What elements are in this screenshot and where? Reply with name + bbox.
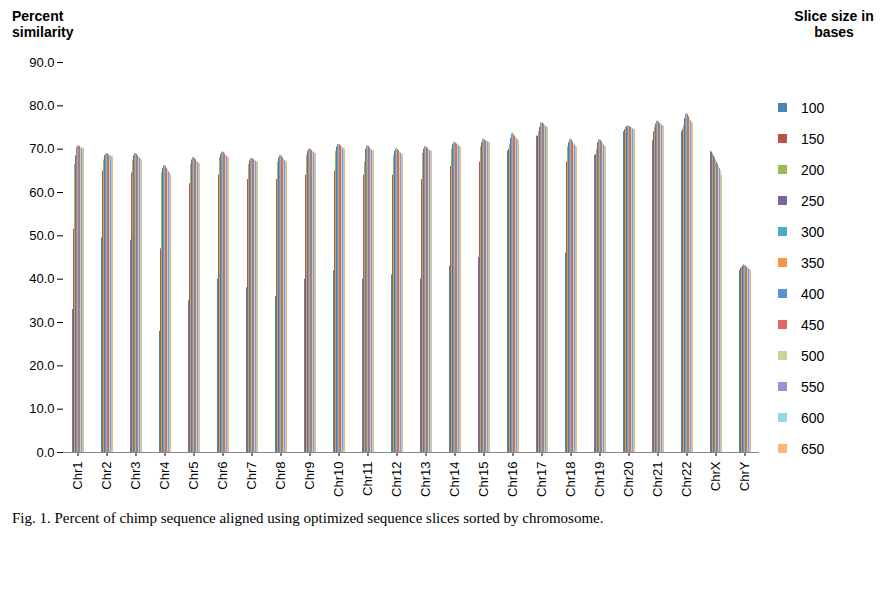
svg-text:Chr2: Chr2 <box>99 462 114 490</box>
svg-text:20.0: 20.0 <box>29 358 54 373</box>
svg-text:70.0: 70.0 <box>29 141 54 156</box>
svg-text:Chr5: Chr5 <box>186 462 201 490</box>
svg-text:90.0: 90.0 <box>29 55 54 70</box>
svg-text:Chr14: Chr14 <box>447 462 462 497</box>
html-text:Fig. 1. Percent of chimp seque: Fig. 1. Percent of chimp sequence aligne… <box>12 510 604 526</box>
html-text:250: 250 <box>801 192 825 209</box>
svg-text:Chr16: Chr16 <box>505 462 520 497</box>
svg-text:Chr18: Chr18 <box>563 462 578 497</box>
html-text:100: 100 <box>801 99 825 116</box>
html-text:500: 500 <box>801 347 825 364</box>
svg-text:Chr10: Chr10 <box>331 462 346 497</box>
svg-text:Chr9: Chr9 <box>302 462 317 490</box>
svg-text:Chr7: Chr7 <box>244 462 259 490</box>
svg-text:Chr1: Chr1 <box>70 462 85 490</box>
svg-text:Chr19: Chr19 <box>592 462 607 497</box>
html-text:300: 300 <box>801 223 825 240</box>
svg-text:Chr13: Chr13 <box>418 462 433 497</box>
svg-text:ChrY: ChrY <box>737 461 752 491</box>
svg-text:30.0: 30.0 <box>29 315 54 330</box>
svg-text:Chr12: Chr12 <box>389 462 404 497</box>
svg-text:Chr17: Chr17 <box>534 462 549 497</box>
html-text:200: 200 <box>801 161 825 178</box>
svg-text:40.0: 40.0 <box>29 271 54 286</box>
html-text:450: 450 <box>801 316 825 333</box>
svg-text:80.0: 80.0 <box>29 98 54 113</box>
svg-text:60.0: 60.0 <box>29 185 54 200</box>
svg-text:ChrX: ChrX <box>708 461 723 491</box>
svg-text:Chr22: Chr22 <box>679 462 694 497</box>
html-text:650: 650 <box>801 440 825 457</box>
svg-text:Chr3: Chr3 <box>128 462 143 490</box>
html-text:600: 600 <box>801 409 825 426</box>
svg-text:Chr11: Chr11 <box>360 462 375 496</box>
svg-text:Chr20: Chr20 <box>621 462 636 497</box>
html-text:Percent similarity: Percent similarity <box>12 8 74 40</box>
svg-text:Chr4: Chr4 <box>157 462 172 490</box>
html-text:150: 150 <box>801 130 825 147</box>
svg-text:50.0: 50.0 <box>29 228 54 243</box>
svg-text:Chr15: Chr15 <box>476 462 491 497</box>
svg-text:Chr21: Chr21 <box>650 462 665 497</box>
html-text:350: 350 <box>801 254 825 271</box>
svg-text:Chr8: Chr8 <box>273 462 288 490</box>
svg-text:10.0: 10.0 <box>29 401 54 416</box>
svg-text:0.0: 0.0 <box>36 445 54 460</box>
svg-text:Chr6: Chr6 <box>215 462 230 490</box>
html-text:Slice size in bases: Slice size in bases <box>794 8 874 40</box>
html-text:550: 550 <box>801 378 825 395</box>
html-text:400: 400 <box>801 285 825 302</box>
